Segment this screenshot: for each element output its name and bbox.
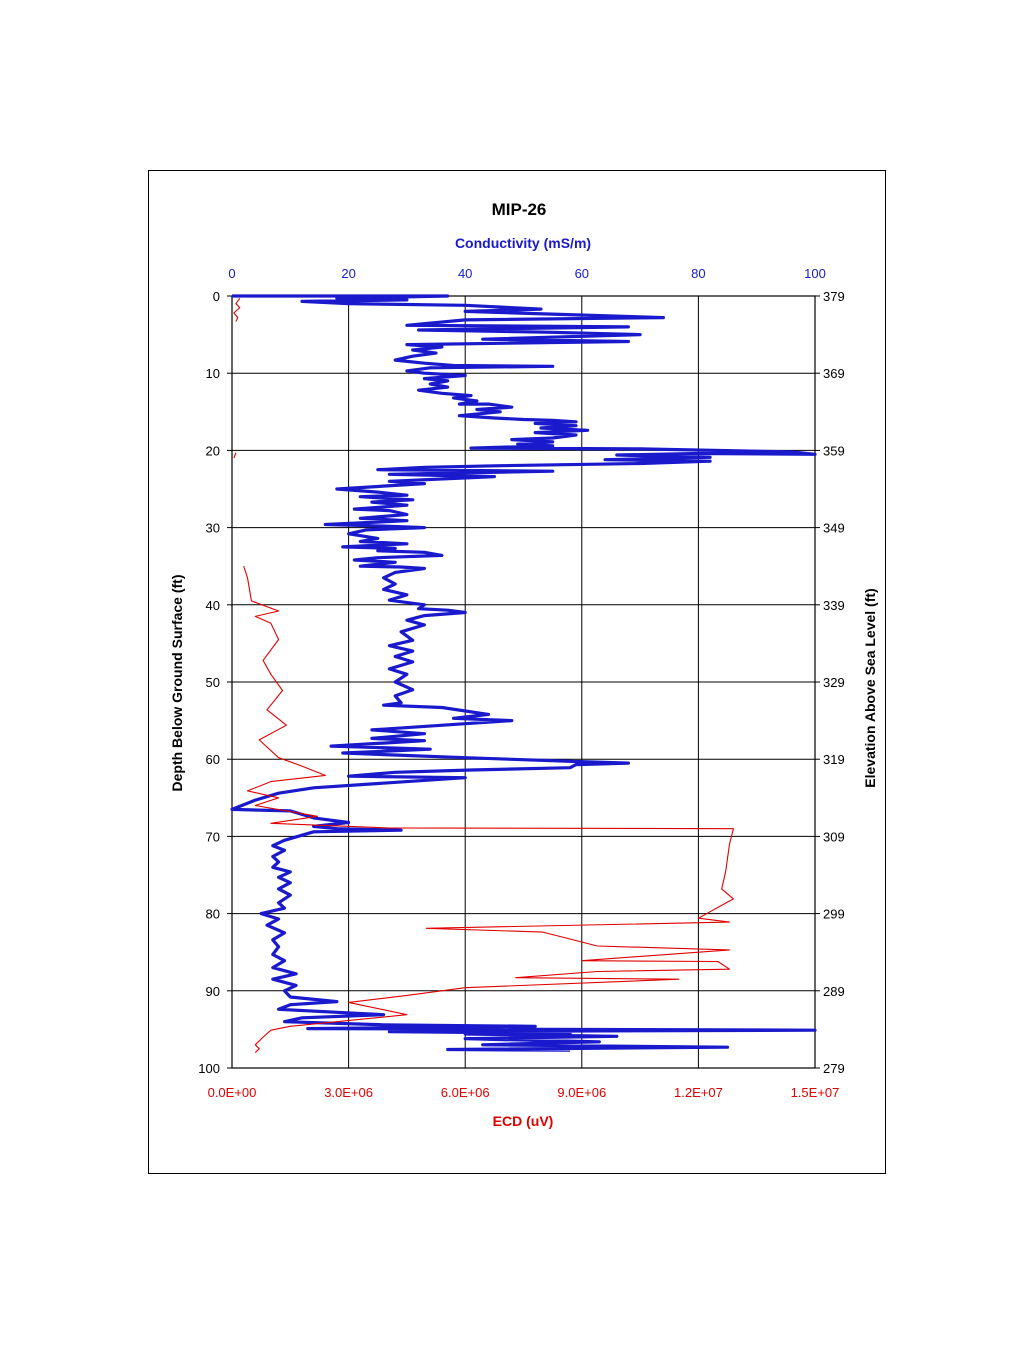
left-tick-label: 50	[206, 675, 220, 690]
top-tick-label: 60	[575, 266, 589, 281]
grid-layer	[227, 295, 820, 1069]
conductivity-series-line	[230, 294, 817, 1052]
right-tick-label: 349	[823, 521, 845, 536]
top-tick-label: 20	[341, 266, 355, 281]
bottom-tick-label: 1.5E+07	[791, 1085, 840, 1100]
left-tick-label: 30	[206, 521, 220, 536]
top-tick-label: 80	[691, 266, 705, 281]
left-tick-label: 40	[206, 598, 220, 613]
left-tick-label: 100	[198, 1061, 220, 1076]
right-tick-label: 309	[823, 829, 845, 844]
bottom-tick-label: 0.0E+00	[208, 1085, 257, 1100]
top-tick-label: 0	[228, 266, 235, 281]
right-tick-label: 319	[823, 752, 845, 767]
right-tick-label: 379	[823, 289, 845, 304]
bottom-tick-label: 1.2E+07	[674, 1085, 723, 1100]
right-axis-label: Elevation Above Sea Level (ft)	[862, 588, 878, 787]
top-tick-label: 40	[458, 266, 472, 281]
right-tick-label: 359	[823, 443, 845, 458]
right-tick-label: 299	[823, 907, 845, 922]
bottom-tick-label: 6.0E+06	[441, 1085, 490, 1100]
top-tick-label: 100	[804, 266, 826, 281]
right-tick-label: 369	[823, 366, 845, 381]
left-tick-label: 70	[206, 829, 220, 844]
right-tick-label: 289	[823, 984, 845, 999]
right-tick-label: 339	[823, 598, 845, 613]
left-tick-label: 80	[206, 907, 220, 922]
ecd-series-line	[233, 297, 241, 322]
left-tick-label: 10	[206, 366, 220, 381]
ecd-series-line	[243, 566, 734, 1053]
left-tick-label: 90	[206, 984, 220, 999]
series-layer	[230, 294, 817, 1053]
right-tick-label: 329	[823, 675, 845, 690]
left-tick-label: 0	[213, 289, 220, 304]
left-axis-label: Depth Below Ground Surface (ft)	[169, 575, 185, 792]
bottom-tick-label: 9.0E+06	[557, 1085, 606, 1100]
left-tick-label: 60	[206, 752, 220, 767]
ecd-series-line	[233, 452, 237, 459]
bottom-axis-label: ECD (uV)	[493, 1113, 554, 1129]
chart-frame	[148, 170, 886, 1174]
left-tick-label: 20	[206, 443, 220, 458]
ticks-layer: 0 0.0E+00 20 3.0E+06 40 6.0E+06 60 9.0E+06 80 1.2…	[198, 266, 844, 1100]
bottom-tick-label: 3.0E+06	[324, 1085, 373, 1100]
right-tick-label: 279	[823, 1061, 845, 1076]
top-axis-label: Conductivity (mS/m)	[455, 235, 591, 251]
chart-title: MIP-26	[492, 200, 547, 219]
